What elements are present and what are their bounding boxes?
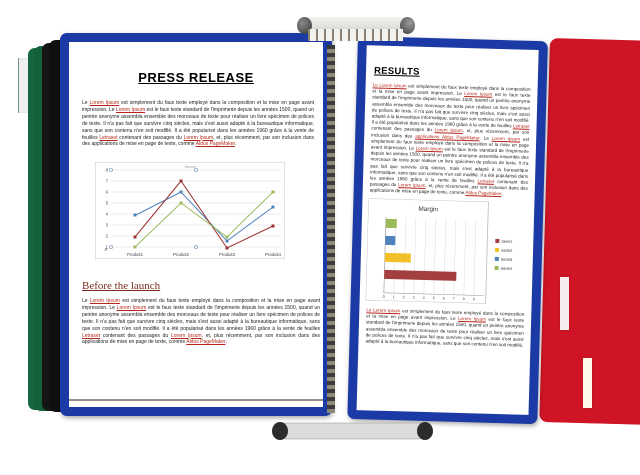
svg-text:9: 9 [473,297,475,301]
svg-text:Produit2: Produit2 [173,252,190,257]
svg-text:2: 2 [403,295,405,299]
svg-text:3: 3 [413,296,415,300]
svg-text:Serie2: Serie2 [501,248,512,253]
svg-text:8: 8 [463,297,465,301]
svg-text:0: 0 [383,295,385,299]
svg-text:Serie1: Serie1 [501,239,512,244]
svg-text:Produit1: Produit1 [127,252,144,257]
svg-text:Produit3: Produit3 [219,252,236,257]
svg-text:4: 4 [423,296,425,300]
svg-text:7: 7 [453,297,455,301]
svg-text:Margin: Margin [418,206,438,214]
svg-text:6: 6 [443,296,445,300]
svg-text:Serie4: Serie4 [501,266,513,271]
svg-text:1: 1 [393,295,395,299]
svg-text:5: 5 [433,296,435,300]
svg-text:Produit4: Produit4 [265,252,282,257]
svg-text:Series: Series [184,164,195,169]
svg-text:Serie3: Serie3 [501,257,512,262]
